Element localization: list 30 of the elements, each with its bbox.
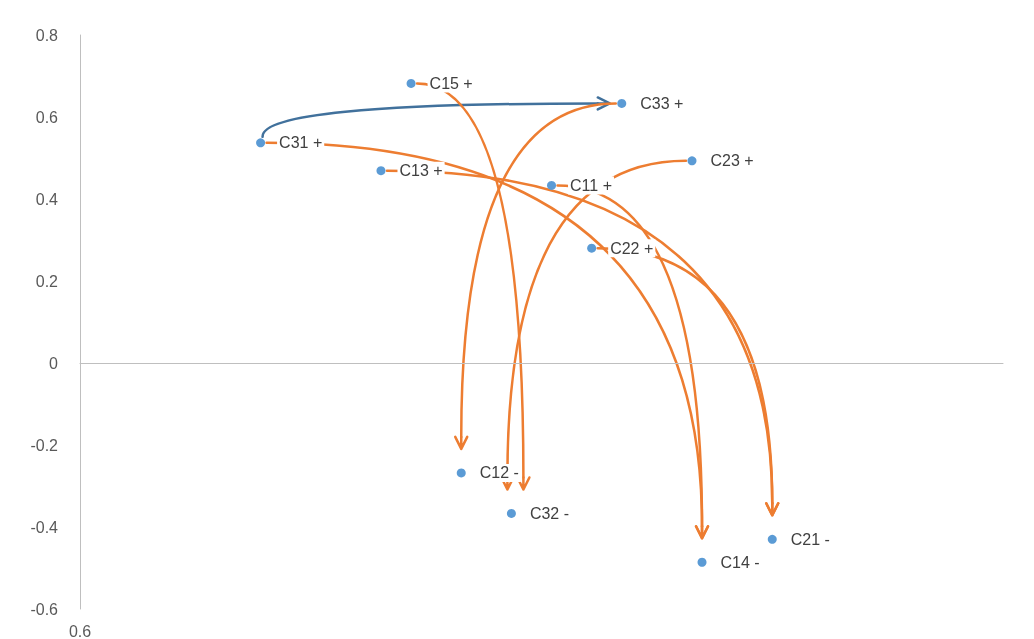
point <box>767 534 777 544</box>
data-label: C14 - <box>720 553 760 571</box>
data-label: C32 - <box>529 504 570 522</box>
data-label: C23 + <box>710 152 754 170</box>
point <box>587 243 597 253</box>
point <box>687 156 697 166</box>
data-label: C11 + <box>570 176 612 194</box>
y-tick-label: 0.6 <box>35 108 59 126</box>
data-label: C13 + <box>399 162 443 180</box>
y-tick-label: 0 <box>49 354 59 372</box>
point <box>697 557 707 567</box>
y-tick-label: 0.4 <box>35 190 59 208</box>
y-tick-label: 0.8 <box>35 26 59 44</box>
data-label: C22 + <box>610 239 654 257</box>
y-tick-label: -0.4 <box>30 518 59 536</box>
point <box>456 468 466 478</box>
point <box>617 98 627 108</box>
point <box>376 166 386 176</box>
y-tick-label: -0.6 <box>30 600 59 618</box>
point <box>506 508 516 518</box>
point <box>547 180 557 190</box>
data-label: C21 - <box>790 530 830 548</box>
data-label: C12 - <box>479 464 519 482</box>
point <box>256 138 266 148</box>
data-label: C15 + <box>429 74 473 92</box>
data-label: C31 + <box>279 134 323 152</box>
point <box>406 78 416 88</box>
y-tick-label: 0.2 <box>35 272 59 290</box>
y-tick-label: -0.2 <box>30 436 59 454</box>
data-label: C33 + <box>640 94 684 112</box>
